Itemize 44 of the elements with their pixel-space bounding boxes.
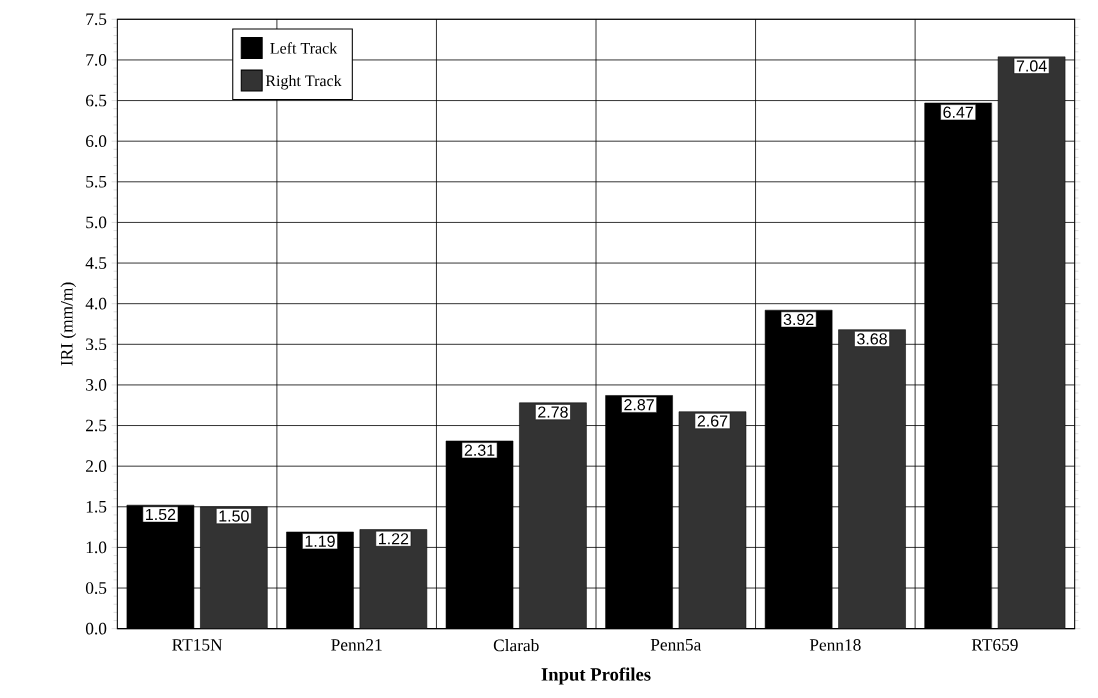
bar [519, 402, 587, 629]
y-tick-label: 6.5 [86, 94, 107, 107]
x-tick-label: Penn18 [809, 639, 861, 651]
data-label: 3.68 [857, 333, 887, 345]
bar [838, 329, 906, 629]
data-label: 2.78 [538, 406, 568, 418]
data-label: 3.92 [783, 313, 814, 326]
bar [678, 411, 746, 629]
data-label: 1.50 [219, 510, 249, 522]
y-tick-label: 0.0 [85, 622, 107, 635]
data-label: 6.47 [943, 106, 973, 118]
y-tick-label: 5.0 [86, 216, 107, 229]
legend-label: Left Track [270, 42, 338, 54]
y-tick-label: 4.0 [85, 297, 107, 310]
data-label: 1.19 [305, 535, 335, 547]
data-label: 1.52 [146, 508, 176, 521]
x-tick-label: Clarab [493, 639, 539, 652]
y-tick-label: 2.5 [86, 419, 107, 432]
x-tick-label: RT659 [971, 639, 1018, 651]
y-tick-label: 3.5 [86, 338, 107, 351]
x-tick-label: Penn21 [331, 639, 382, 651]
data-label: 7.04 [1016, 60, 1047, 72]
bar [359, 529, 427, 629]
bar [200, 506, 268, 629]
y-tick-label: 7.0 [86, 54, 107, 66]
y-tick-label: 0.5 [85, 582, 107, 594]
y-tick-label: 7.5 [86, 13, 107, 26]
y-tick-label: 2.0 [86, 460, 107, 473]
y-tick-label: 6.0 [86, 135, 107, 148]
legend-label: Right Track [265, 74, 342, 90]
bar [997, 56, 1066, 629]
x-axis-title: Input Profiles [541, 667, 651, 685]
data-label: 2.67 [697, 415, 728, 427]
y-axis-title: IRI (mm/m) [60, 282, 77, 366]
x-tick-label: RT15N [172, 639, 223, 651]
data-label: 1.22 [379, 533, 409, 545]
data-label: 2.31 [464, 444, 495, 456]
y-tick-label: 3.0 [86, 379, 107, 391]
data-label: 2.87 [624, 399, 654, 411]
y-tick-label: 4.5 [85, 257, 107, 269]
y-tick-label: 5.5 [86, 176, 107, 188]
y-tick-label: 1.5 [86, 500, 107, 513]
x-tick-label: Penn5a [650, 639, 702, 651]
y-tick-label: 1.0 [86, 541, 107, 554]
